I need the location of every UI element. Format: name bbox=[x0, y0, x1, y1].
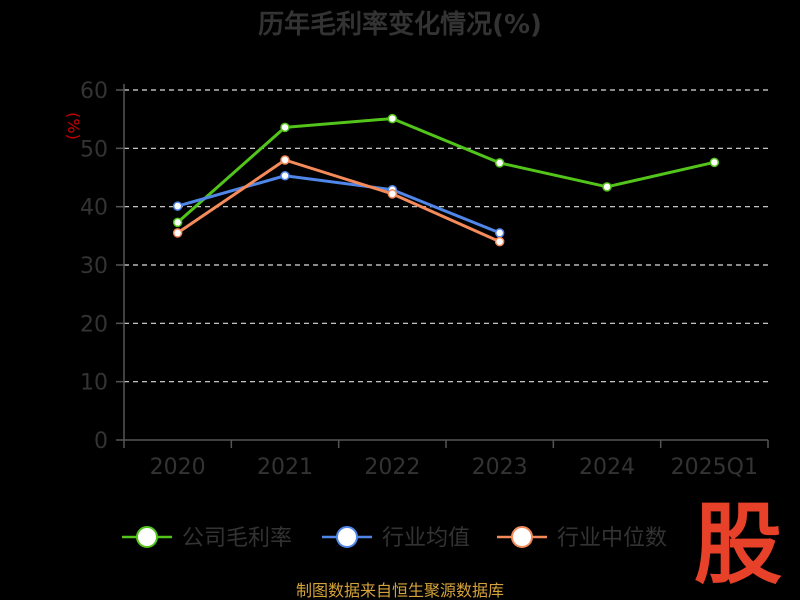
legend-label-2: 行业中位数 bbox=[557, 526, 667, 551]
legend-item-1: 行业均值 bbox=[322, 526, 470, 551]
y-tick-label-50: 50 bbox=[80, 137, 108, 162]
y-tick-label-60: 60 bbox=[80, 79, 108, 104]
x-tick-labels: 2020 2021 2022 2023 2024 2025Q1 bbox=[150, 455, 758, 480]
legend-marker-1 bbox=[336, 526, 358, 548]
y-tick-label-0: 0 bbox=[94, 429, 108, 454]
series-0 bbox=[172, 113, 720, 228]
data-point-0-3 bbox=[494, 158, 505, 168]
axes bbox=[116, 84, 769, 448]
data-point-2-1 bbox=[280, 155, 290, 165]
data-point-2-0 bbox=[172, 228, 183, 238]
data-point-0-0 bbox=[172, 217, 183, 228]
data-point-0-4 bbox=[602, 182, 612, 192]
legend-label-1: 行业均值 bbox=[382, 526, 470, 551]
series-lines bbox=[172, 113, 720, 247]
legend-item-0: 公司毛利率 bbox=[122, 526, 292, 551]
data-point-2-3 bbox=[494, 236, 505, 247]
data-point-0-5 bbox=[709, 157, 720, 168]
legend-marker-2 bbox=[511, 526, 533, 548]
series-line-1-0 bbox=[177, 174, 501, 235]
x-tick-label-2022: 2022 bbox=[364, 455, 420, 480]
data-point-1-1 bbox=[280, 171, 290, 181]
source-note: 制图数据来自恒生聚源数据库 bbox=[296, 581, 504, 600]
series-2 bbox=[172, 155, 505, 247]
legend: 公司毛利率 行业均值 行业中位数 bbox=[122, 526, 667, 551]
y-tick-labels: 0 10 20 30 40 50 60 bbox=[80, 79, 108, 454]
y-tick-label-10: 10 bbox=[80, 371, 108, 396]
x-tick-label-2021: 2021 bbox=[257, 455, 313, 480]
x-tick-label-2023: 2023 bbox=[472, 455, 528, 480]
series-line-0-0 bbox=[176, 117, 715, 224]
y-tick-label-40: 40 bbox=[80, 196, 108, 221]
x-tick-label-2024: 2024 bbox=[579, 455, 635, 480]
data-point-0-1 bbox=[280, 122, 290, 133]
data-point-1-0 bbox=[172, 201, 183, 211]
x-tick-label-2025Q1: 2025Q1 bbox=[671, 455, 758, 480]
data-point-1-3 bbox=[494, 228, 505, 238]
legend-marker-0 bbox=[136, 526, 158, 548]
y-tick-label-30: 30 bbox=[80, 254, 108, 279]
y-axis-label: (%) bbox=[64, 112, 83, 140]
y-tick-label-20: 20 bbox=[80, 312, 108, 337]
legend-item-2: 行业中位数 bbox=[497, 526, 667, 551]
data-point-0-2 bbox=[387, 113, 398, 124]
chart-title: 历年毛利率变化情况(%) bbox=[258, 9, 542, 40]
x-tick-label-2020: 2020 bbox=[150, 455, 206, 480]
grid-lines bbox=[124, 89, 768, 383]
watermark-logo: 股 bbox=[694, 493, 782, 596]
data-point-2-2 bbox=[387, 189, 398, 199]
legend-label-0: 公司毛利率 bbox=[182, 526, 292, 551]
series-line-2-0 bbox=[176, 158, 501, 244]
